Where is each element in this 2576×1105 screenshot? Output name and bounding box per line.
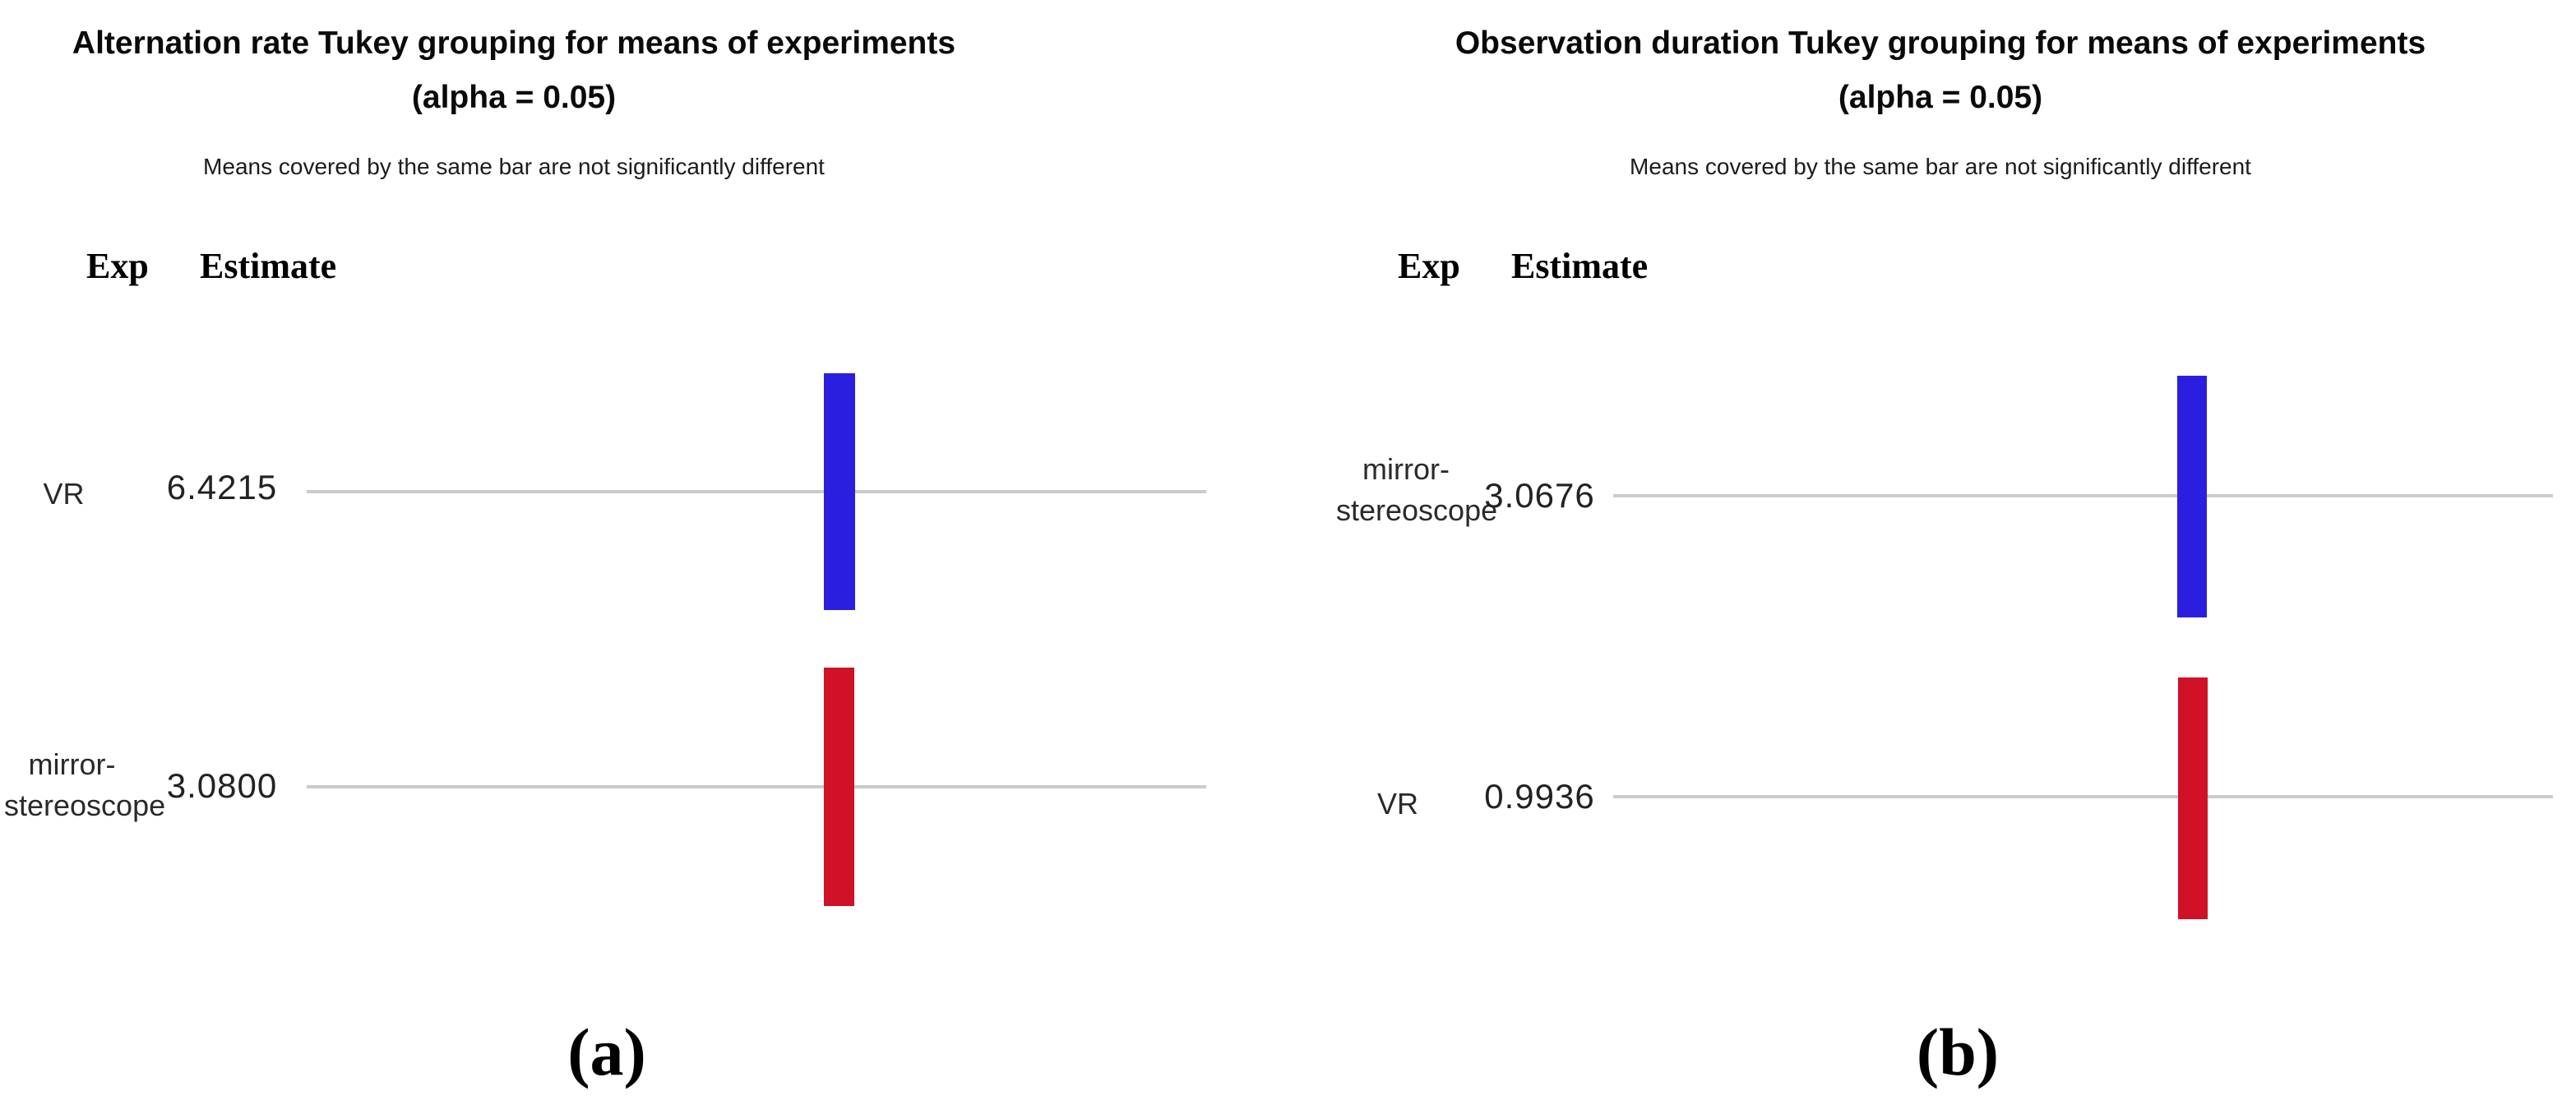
panel-a-subtitle: Means covered by the same bar are not si… bbox=[203, 154, 825, 179]
panel-b-row2-mean-line bbox=[1613, 795, 2553, 798]
panel-b-col-header-exp: Exp bbox=[1398, 246, 1460, 286]
panel-b-col-header-estimate: Estimate bbox=[1511, 246, 1649, 286]
panel-a-row1-mean-line bbox=[307, 490, 1206, 493]
panel-b-row1-mean-line bbox=[1613, 494, 2553, 497]
panel-a-caption: (a) bbox=[567, 1015, 646, 1089]
panel-b-row2-exp-line1: VR bbox=[1376, 787, 1418, 821]
panel-a-title-line2: (alpha = 0.05) bbox=[411, 80, 617, 115]
panel-b-caption: (b) bbox=[1916, 1015, 2000, 1089]
panel-a-row-label: VR bbox=[0, 474, 127, 515]
panel-b-row-label: VR bbox=[1336, 784, 1459, 825]
panel-b-row1-exp-line1: mirror- bbox=[1362, 452, 1450, 486]
panel-b-title-line1: Observation duration Tukey grouping for … bbox=[1454, 25, 2426, 61]
panel-b-row-label: mirror-stereoscope bbox=[1336, 449, 1498, 531]
panel-b-row1-grouping-bar-blue bbox=[2177, 376, 2207, 617]
panel-a-title: Alternation rate Tukey grouping for mean… bbox=[8, 16, 1020, 125]
panel-a-title-line1: Alternation rate Tukey grouping for mean… bbox=[72, 25, 956, 61]
panel-b-row2-estimate: 0.9936 bbox=[1484, 777, 1595, 816]
panel-a-row2-mean-line bbox=[307, 785, 1206, 788]
panel-b-subtitle: Means covered by the same bar are not si… bbox=[1630, 154, 2251, 179]
panel-a-row2-exp-line1: mirror- bbox=[28, 747, 116, 781]
panel-a-col-header-exp: Exp bbox=[86, 246, 149, 286]
panel-a-row1-grouping-bar-blue bbox=[824, 373, 855, 610]
panel-a-row2-estimate: 3.0800 bbox=[166, 766, 278, 805]
panel-a-row1-exp-line1: VR bbox=[43, 477, 85, 511]
panel-b-title-line2: (alpha = 0.05) bbox=[1838, 80, 2043, 115]
panel-b-row1-estimate: 3.0676 bbox=[1484, 476, 1595, 515]
panel-b-row1-exp-line2: stereoscope bbox=[1336, 493, 1498, 527]
panel-b-row2-grouping-bar-red bbox=[2178, 677, 2208, 919]
panel-b-title: Observation duration Tukey grouping for … bbox=[1340, 16, 2541, 125]
panel-a-row2-exp-line2: stereoscope bbox=[4, 788, 166, 822]
panel-a-row1-estimate: 6.4215 bbox=[166, 468, 278, 506]
panel-a-row-label: mirror-stereoscope bbox=[4, 744, 166, 826]
panel-a-row2-grouping-bar-red bbox=[824, 668, 854, 906]
panel-a-col-header-estimate: Estimate bbox=[200, 246, 337, 286]
